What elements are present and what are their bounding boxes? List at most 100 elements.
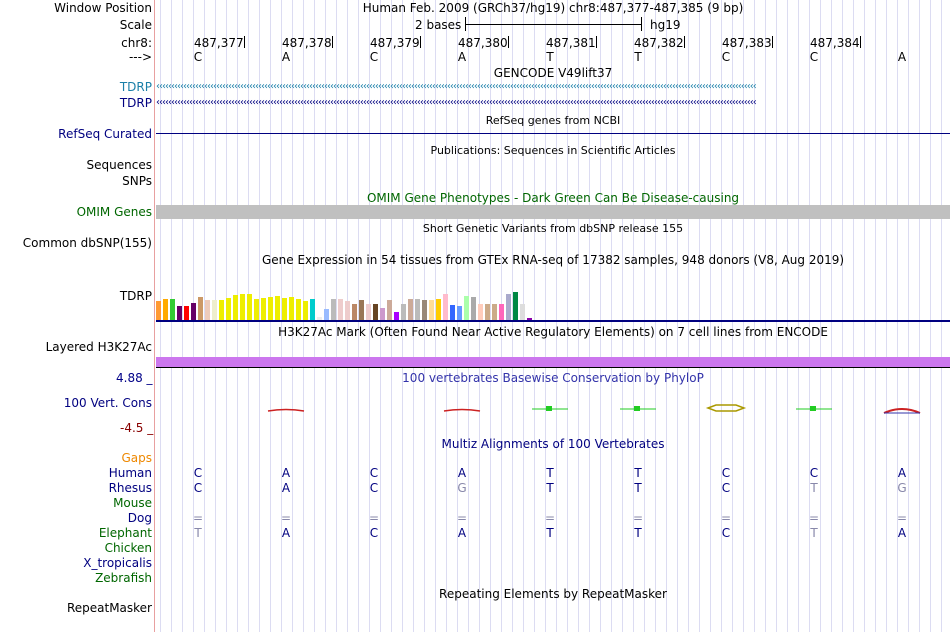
omim-track-label[interactable]: OMIM Genes	[76, 205, 152, 219]
multiz-species-label[interactable]: Mouse	[113, 496, 152, 510]
dbsnp-track-label[interactable]: Common dbSNP(155)	[22, 236, 152, 250]
gtex-tissue-bar[interactable]	[296, 299, 301, 320]
gtex-tissue-bar[interactable]	[387, 300, 392, 320]
phylop-track-label[interactable]: 100 Vert. Cons	[63, 396, 152, 410]
multiz-species-label[interactable]: Chicken	[104, 541, 152, 555]
gtex-tissue-bar[interactable]	[436, 299, 441, 320]
gtex-tissue-bar[interactable]	[191, 303, 196, 320]
gtex-tissue-bar[interactable]	[170, 299, 175, 320]
gtex-tissue-bar[interactable]	[212, 300, 217, 320]
scale-bar-right-cap	[641, 17, 642, 31]
gtex-tissue-bar[interactable]	[471, 297, 476, 320]
gtex-tissue-bar[interactable]	[373, 304, 378, 320]
gtex-track-label[interactable]: TDRP	[119, 289, 152, 303]
gtex-tissue-bar[interactable]	[352, 304, 357, 320]
gtex-tissue-bar[interactable]	[163, 299, 168, 320]
gtex-tissue-bar[interactable]	[506, 294, 511, 320]
multiz-species-label[interactable]: Dog	[127, 511, 152, 525]
gencode-gene-label-1[interactable]: TDRP	[119, 80, 152, 94]
gtex-tissue-bar[interactable]	[198, 297, 203, 320]
gtex-tissue-bar[interactable]	[219, 300, 224, 320]
gtex-tissue-bar[interactable]	[240, 294, 245, 320]
gtex-tissue-bar[interactable]	[233, 295, 238, 320]
gtex-expression-bars[interactable]	[156, 268, 556, 320]
gtex-tissue-bar[interactable]	[527, 318, 532, 320]
scale-bar-text: 2 bases	[415, 18, 462, 32]
chromosome-label: chr8:	[121, 36, 152, 50]
refseq-track-label[interactable]: RefSeq Curated	[58, 127, 152, 141]
gtex-tissue-bar[interactable]	[401, 304, 406, 320]
multiz-species-label[interactable]: Zebrafish	[95, 571, 152, 585]
gtex-tissue-bar[interactable]	[422, 300, 427, 320]
gtex-tissue-bar[interactable]	[464, 296, 469, 320]
multiz-base: =	[192, 511, 204, 525]
grid-line	[842, 0, 843, 632]
gtex-tissue-bar[interactable]	[366, 304, 371, 320]
base-letter: A	[281, 50, 291, 64]
gtex-tissue-bar[interactable]	[338, 299, 343, 320]
multiz-species-label[interactable]: Human	[108, 466, 152, 480]
gencode-gene-label-2[interactable]: TDRP	[119, 96, 152, 110]
repeatmasker-track-title: Repeating Elements by RepeatMasker	[439, 587, 667, 601]
gtex-tissue-bar[interactable]	[457, 306, 462, 320]
gtex-tissue-bar[interactable]	[261, 298, 266, 320]
repeatmasker-track-label[interactable]: RepeatMasker	[66, 601, 152, 615]
grid-line	[622, 0, 623, 632]
gencode-gene-2[interactable]: ‹‹‹‹‹‹‹‹‹‹‹‹‹‹‹‹‹‹‹‹‹‹‹‹‹‹‹‹‹‹‹‹‹‹‹‹‹‹‹‹…	[156, 97, 757, 108]
gtex-tissue-bar[interactable]	[415, 299, 420, 320]
gencode-gene-1[interactable]: ‹‹‹‹‹‹‹‹‹‹‹‹‹‹‹‹‹‹‹‹‹‹‹‹‹‹‹‹‹‹‹‹‹‹‹‹‹‹‹‹…	[156, 81, 757, 92]
gtex-tissue-bar[interactable]	[268, 297, 273, 320]
h3k27ac-signal[interactable]	[156, 357, 950, 367]
gtex-tissue-bar[interactable]	[429, 300, 434, 320]
gtex-tissue-bar[interactable]	[254, 299, 259, 320]
multiz-species-label[interactable]: Rhesus	[108, 481, 152, 495]
gtex-tissue-bar[interactable]	[408, 299, 413, 320]
omim-gene-bar[interactable]	[156, 205, 950, 219]
gtex-tissue-bar[interactable]	[317, 317, 322, 320]
gtex-tissue-bar[interactable]	[282, 298, 287, 320]
ruler-tick	[772, 36, 773, 48]
sequences-track-label[interactable]: Sequences	[86, 158, 152, 172]
gtex-tissue-bar[interactable]	[485, 304, 490, 320]
gtex-tissue-bar[interactable]	[331, 299, 336, 320]
gtex-tissue-bar[interactable]	[275, 296, 280, 320]
ruler-tick	[860, 36, 861, 48]
gtex-tissue-bar[interactable]	[226, 298, 231, 320]
gtex-tissue-bar[interactable]	[513, 292, 518, 320]
gtex-tissue-bar[interactable]	[499, 304, 504, 320]
h3k27ac-track-title: H3K27Ac Mark (Often Found Near Active Re…	[278, 325, 828, 339]
h3k27ac-track-label[interactable]: Layered H3K27Ac	[45, 340, 152, 354]
gtex-tissue-bar[interactable]	[380, 308, 385, 320]
gtex-tissue-bar[interactable]	[443, 294, 448, 320]
multiz-species-label[interactable]: Gaps	[121, 451, 152, 465]
ruler-position-label: 487,383	[722, 36, 772, 50]
gtex-tissue-bar[interactable]	[478, 304, 483, 320]
multiz-base: T	[194, 526, 202, 540]
gtex-tissue-bar[interactable]	[310, 299, 315, 320]
multiz-base: =	[280, 511, 292, 525]
gtex-tissue-bar[interactable]	[205, 300, 210, 320]
gtex-tissue-bar[interactable]	[303, 301, 308, 320]
gtex-tissue-bar[interactable]	[184, 306, 189, 320]
snps-track-label[interactable]: SNPs	[122, 174, 152, 188]
gtex-tissue-bar[interactable]	[324, 309, 329, 320]
gtex-tissue-bar[interactable]	[520, 304, 525, 320]
grid-line	[490, 0, 491, 632]
refseq-gene-line[interactable]	[156, 133, 950, 134]
multiz-species-label[interactable]: X_tropicalis	[83, 556, 152, 570]
gtex-tissue-bar[interactable]	[359, 300, 364, 320]
gtex-tissue-bar[interactable]	[450, 305, 455, 320]
gtex-tissue-bar[interactable]	[492, 304, 497, 320]
gtex-tissue-bar[interactable]	[394, 312, 399, 320]
gtex-tissue-bar[interactable]	[156, 301, 161, 320]
gtex-tissue-bar[interactable]	[289, 297, 294, 320]
base-letter: A	[897, 50, 907, 64]
conservation-mark	[883, 408, 921, 414]
gtex-tissue-bar[interactable]	[247, 294, 252, 320]
gtex-tissue-bar[interactable]	[177, 306, 182, 320]
grid-line	[611, 0, 612, 632]
grid-line	[886, 0, 887, 632]
gtex-tissue-bar[interactable]	[345, 301, 350, 320]
multiz-species-label[interactable]: Elephant	[98, 526, 152, 540]
